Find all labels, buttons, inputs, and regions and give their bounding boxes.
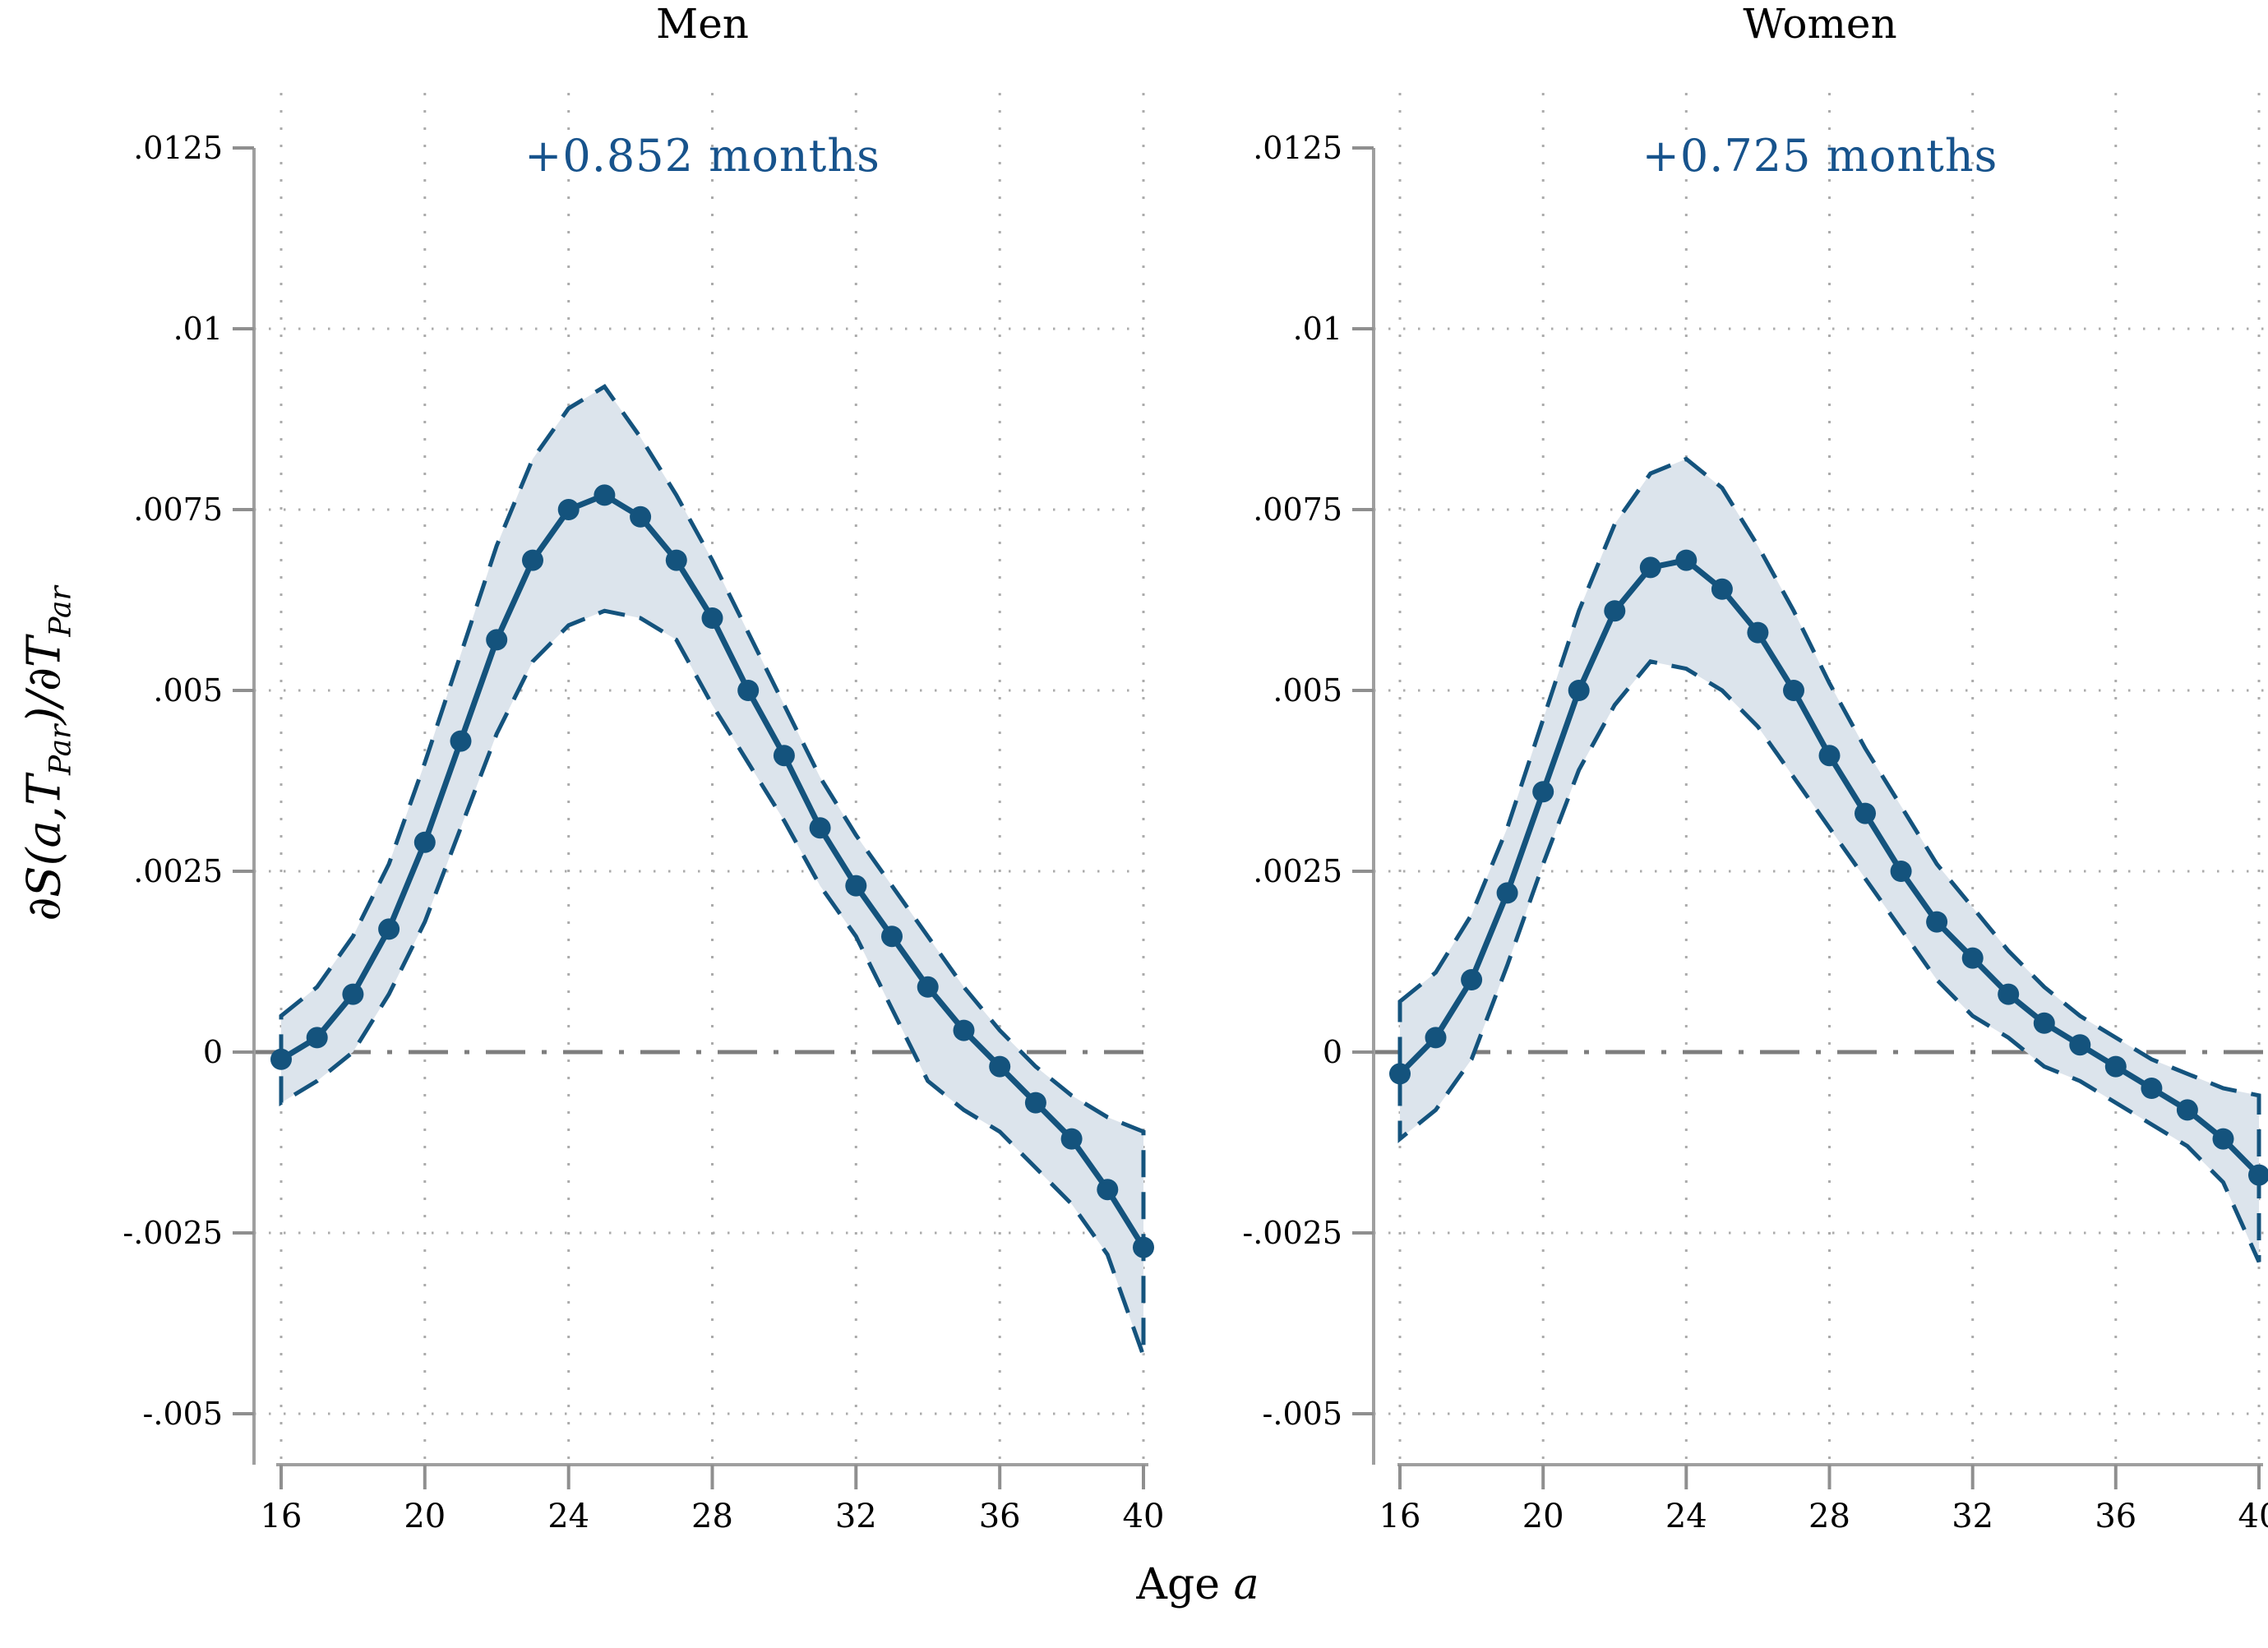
data-point xyxy=(1496,882,1518,904)
data-point xyxy=(1855,802,1876,824)
data-point xyxy=(522,549,543,571)
data-point xyxy=(2069,1034,2091,1056)
y-tick-label: -.005 xyxy=(1263,1396,1342,1432)
data-point xyxy=(1425,1027,1447,1049)
x-tick-label: 28 xyxy=(1808,1498,1850,1535)
data-point xyxy=(1461,969,1483,990)
x-tick-label: 32 xyxy=(835,1498,877,1535)
y-tick-label: .0025 xyxy=(1253,853,1342,889)
y-tick-label: -.0025 xyxy=(122,1215,223,1251)
x-tick-label: 20 xyxy=(1522,1498,1564,1535)
data-point xyxy=(378,918,400,940)
data-point xyxy=(1639,556,1661,579)
y-tick-label: .0125 xyxy=(133,130,223,166)
data-point xyxy=(1097,1179,1119,1201)
y-tick-label: 0 xyxy=(1323,1034,1342,1070)
data-point xyxy=(413,831,436,853)
data-point xyxy=(1818,745,1841,767)
data-point xyxy=(1389,1063,1411,1085)
data-point xyxy=(1568,680,1590,701)
data-point xyxy=(594,484,616,506)
confidence-band xyxy=(281,386,1143,1356)
data-point xyxy=(1024,1092,1046,1114)
panel-title-women: Women xyxy=(1743,0,1897,48)
data-point xyxy=(630,505,652,528)
y-tick-label: .005 xyxy=(1273,672,1342,709)
y-axis-title: ∂S(a,TPar)/∂TPar xyxy=(17,586,78,921)
data-point xyxy=(773,745,795,767)
data-point xyxy=(2176,1099,2198,1121)
data-point xyxy=(881,926,903,948)
data-point xyxy=(737,680,760,701)
data-point xyxy=(1133,1236,1154,1258)
data-point xyxy=(342,983,364,1005)
annotation-women-months: +0.725 months xyxy=(1642,130,1998,182)
data-point xyxy=(953,1019,975,1041)
data-point xyxy=(1675,549,1698,571)
confidence-band-outline xyxy=(279,384,1146,1357)
data-point xyxy=(2033,1012,2055,1034)
x-tick-label: 40 xyxy=(1123,1498,1165,1535)
y-tick-label: -.005 xyxy=(143,1396,223,1432)
x-tick-label: 24 xyxy=(547,1498,589,1535)
data-point xyxy=(2141,1078,2163,1099)
x-tick-label: 20 xyxy=(404,1498,446,1535)
y-tick-label: .0025 xyxy=(133,853,223,889)
y-tick-label: .01 xyxy=(173,311,223,347)
data-point xyxy=(1998,983,2020,1005)
annotation-men-months: +0.852 months xyxy=(524,130,880,182)
data-point xyxy=(1890,861,1912,882)
data-point xyxy=(557,499,580,520)
x-tick-label: 36 xyxy=(979,1498,1021,1535)
data-point xyxy=(450,730,472,752)
data-point xyxy=(270,1048,292,1070)
data-point xyxy=(917,976,939,998)
y-tick-label: -.0025 xyxy=(1242,1215,1342,1251)
data-point xyxy=(701,607,723,629)
x-tick-label: 36 xyxy=(2095,1498,2136,1535)
data-point xyxy=(2104,1055,2127,1078)
data-point xyxy=(665,549,687,571)
y-tick-label: .0125 xyxy=(1253,130,1342,166)
x-tick-label: 40 xyxy=(2238,1498,2268,1535)
data-point xyxy=(989,1055,1011,1078)
x-tick-label: 28 xyxy=(691,1498,733,1535)
data-point xyxy=(1926,911,1948,933)
x-tick-label: 16 xyxy=(1379,1498,1421,1535)
y-tick-label: .0075 xyxy=(1253,492,1342,528)
data-point xyxy=(1961,947,1984,969)
panel-title-men: Men xyxy=(656,0,749,48)
data-point xyxy=(1711,578,1733,600)
x-tick-label: 16 xyxy=(261,1498,303,1535)
data-point xyxy=(1060,1128,1083,1150)
data-point xyxy=(2248,1164,2268,1186)
data-point xyxy=(845,875,867,897)
data-point xyxy=(1532,781,1554,803)
confidence-band xyxy=(1400,459,2259,1263)
data-point xyxy=(809,817,831,839)
confidence-band-outline xyxy=(1397,456,2261,1263)
y-tick-label: .01 xyxy=(1293,311,1342,347)
data-point xyxy=(1747,621,1769,644)
data-point xyxy=(306,1027,328,1049)
y-tick-label: 0 xyxy=(203,1034,223,1070)
data-point xyxy=(1604,600,1626,622)
panel-women: .0125 .01 .0075 .005 .0025 0 -.0025 -.005 16 20 24… xyxy=(1242,93,2268,1535)
data-point xyxy=(2212,1128,2234,1150)
x-axis-title: Age a xyxy=(1136,1560,1259,1609)
y-tick-label: .005 xyxy=(153,672,223,709)
x-tick-label: 24 xyxy=(1665,1498,1707,1535)
x-tick-label: 32 xyxy=(1952,1498,1993,1535)
data-point xyxy=(1783,680,1804,701)
panel-men: .0125 .01 .0075 .005 .0025 0 -.0025 -.005 16 20 24… xyxy=(122,93,1164,1535)
y-tick-label: .0075 xyxy=(133,492,223,528)
data-point xyxy=(486,629,508,651)
